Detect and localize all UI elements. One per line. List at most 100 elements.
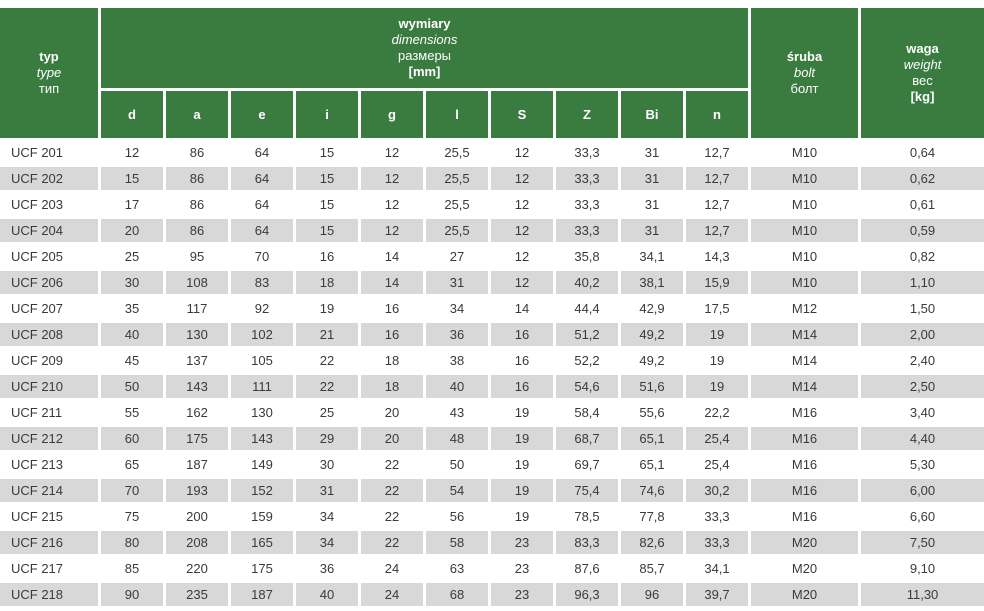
cell-n: 12,7 [686,219,749,242]
cell-l: 50 [426,453,488,476]
cell-l: 34 [426,297,488,320]
table-row: UCF 202 15 86 64 15 12 25,5 12 33,3 31 12,7 M10 0,62 [0,167,984,190]
cell-Bi: 65,1 [621,453,683,476]
cell-g: 18 [361,349,423,372]
cell-S: 12 [491,271,553,294]
cell-e: 130 [231,401,293,424]
header-weight-unit: [kg] [910,89,935,104]
header-dim-a: a [166,91,228,138]
cell-bolt: M16 [751,401,859,424]
cell-e: 105 [231,349,293,372]
cell-weight: 0,64 [861,141,984,164]
cell-bolt: M16 [751,453,859,476]
cell-n: 22,2 [686,401,749,424]
cell-Bi: 49,2 [621,323,683,346]
header-dimensions-unit: [mm] [408,64,441,79]
cell-weight: 0,59 [861,219,984,242]
cell-e: 165 [231,531,293,554]
cell-l: 68 [426,583,488,606]
cell-Z: 75,4 [556,479,618,502]
cell-a: 86 [166,167,228,190]
cell-d: 45 [101,349,163,372]
header-bolt-en: bolt [794,65,815,80]
cell-S: 12 [491,167,553,190]
cell-Bi: 38,1 [621,271,683,294]
cell-i: 16 [296,245,358,268]
cell-Bi: 31 [621,167,683,190]
cell-type: UCF 208 [0,323,98,346]
header-weight-ru: вес [912,73,933,88]
cell-weight: 9,10 [861,557,984,580]
cell-a: 86 [166,219,228,242]
cell-type: UCF 215 [0,505,98,528]
cell-weight: 7,50 [861,531,984,554]
cell-S: 12 [491,245,553,268]
cell-S: 19 [491,453,553,476]
cell-l: 25,5 [426,219,488,242]
cell-i: 34 [296,505,358,528]
cell-a: 108 [166,271,228,294]
cell-S: 19 [491,401,553,424]
cell-d: 55 [101,401,163,424]
cell-Z: 33,3 [556,141,618,164]
cell-d: 17 [101,193,163,216]
cell-Bi: 74,6 [621,479,683,502]
cell-bolt: M20 [751,531,859,554]
cell-a: 235 [166,583,228,606]
cell-weight: 6,60 [861,505,984,528]
table-row: UCF 211 55 162 130 25 20 43 19 58,4 55,6 22,2 M16 3,… [0,401,984,424]
cell-g: 12 [361,193,423,216]
cell-g: 18 [361,375,423,398]
table-row: UCF 204 20 86 64 15 12 25,5 12 33,3 31 12,7 M10 0,59 [0,219,984,242]
table-row: UCF 213 65 187 149 30 22 50 19 69,7 65,1 25,4 M16 5,… [0,453,984,476]
cell-e: 187 [231,583,293,606]
cell-d: 85 [101,557,163,580]
cell-l: 43 [426,401,488,424]
cell-l: 63 [426,557,488,580]
cell-e: 64 [231,141,293,164]
cell-weight: 2,00 [861,323,984,346]
cell-bolt: M10 [751,245,859,268]
cell-type: UCF 211 [0,401,98,424]
cell-type: UCF 206 [0,271,98,294]
cell-bolt: M16 [751,479,859,502]
cell-a: 200 [166,505,228,528]
cell-Z: 69,7 [556,453,618,476]
header-dim-g: g [361,91,423,138]
cell-a: 117 [166,297,228,320]
cell-i: 15 [296,167,358,190]
cell-n: 19 [686,375,749,398]
header-dimensions-en: dimensions [391,32,458,47]
header-dim-l: l [426,91,488,138]
cell-bolt: M10 [751,167,859,190]
cell-S: 16 [491,323,553,346]
cell-bolt: M16 [751,505,859,528]
header-dim-S: S [491,91,553,138]
cell-S: 12 [491,219,553,242]
cell-type: UCF 203 [0,193,98,216]
header-type-column: typ type тип [0,8,98,138]
cell-l: 58 [426,531,488,554]
cell-g: 22 [361,531,423,554]
cell-l: 56 [426,505,488,528]
cell-e: 159 [231,505,293,528]
cell-Z: 33,3 [556,193,618,216]
cell-weight: 3,40 [861,401,984,424]
cell-a: 220 [166,557,228,580]
cell-d: 40 [101,323,163,346]
cell-type: UCF 210 [0,375,98,398]
table-row: UCF 203 17 86 64 15 12 25,5 12 33,3 31 12,7 M10 0,61 [0,193,984,216]
table-row: UCF 210 50 143 111 22 18 40 16 54,6 51,6 19 M14 2,50 [0,375,984,398]
cell-g: 22 [361,479,423,502]
cell-d: 15 [101,167,163,190]
cell-g: 14 [361,271,423,294]
cell-i: 15 [296,193,358,216]
dimension-subheader-row: d a e i g l S Z Bi n [0,91,984,138]
header-dimensions-ru: размеры [398,48,452,63]
cell-a: 193 [166,479,228,502]
cell-i: 18 [296,271,358,294]
header-type-en: type [36,65,62,80]
cell-a: 187 [166,453,228,476]
header-type-ru: тип [38,81,60,96]
cell-Z: 83,3 [556,531,618,554]
